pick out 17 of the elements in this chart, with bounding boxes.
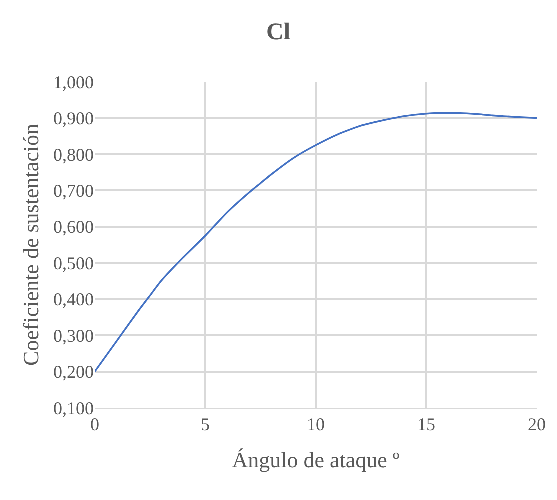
y-tick-label: 0,400 [54, 290, 94, 310]
y-tick-label: 0,200 [54, 362, 94, 382]
x-tick-label: 5 [201, 414, 210, 435]
y-tick-label: 0,300 [54, 326, 94, 346]
line-series [95, 112, 537, 373]
x-tick-label: 10 [307, 414, 325, 435]
y-tick-label: 0,600 [54, 217, 94, 238]
y-tick-label: 0,800 [54, 144, 94, 165]
x-axis-title: Ángulo de ataque º [232, 448, 400, 472]
chart-title: Cl [266, 19, 291, 46]
y-tick-label: 0,500 [54, 253, 94, 274]
y-axis-title: Coeficiente de sustentación [18, 124, 44, 366]
y-tick-label: 0,900 [54, 108, 94, 129]
x-tick-label: 20 [528, 414, 546, 435]
y-tick-label: 0,700 [54, 180, 94, 201]
x-tick-label: 15 [418, 414, 436, 435]
y-tick-label: 1,000 [54, 72, 94, 92]
